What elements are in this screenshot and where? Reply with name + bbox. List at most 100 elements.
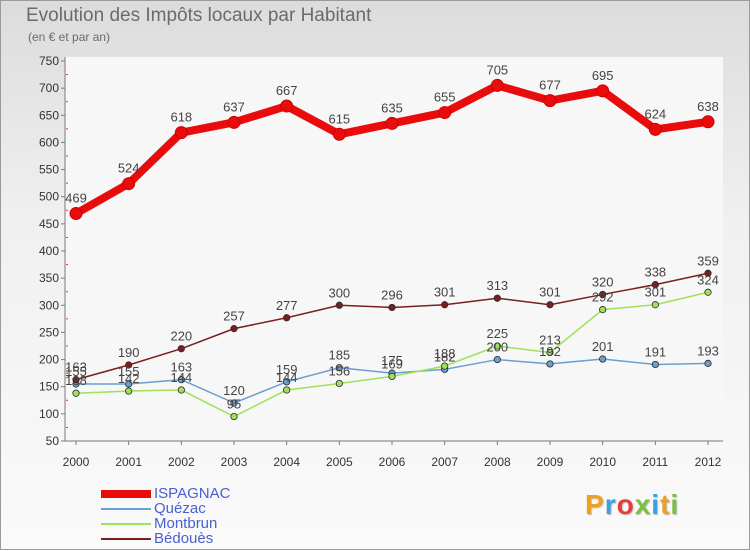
x-tick-label: 2012: [695, 455, 722, 469]
brand-letter: r: [604, 489, 617, 520]
data-point-bedoues: [493, 294, 501, 302]
legend-label: Quézac: [154, 500, 206, 517]
data-point-quezac: [599, 355, 607, 363]
data-label-quezac: 193: [697, 343, 719, 358]
data-label-montbrun: 156: [328, 363, 350, 378]
legend-swatch: [101, 538, 151, 540]
data-label-ispagnac: 524: [118, 161, 140, 176]
data-label-ispagnac: 638: [697, 99, 719, 114]
data-label-quezac: 120: [223, 383, 245, 398]
y-tick-label: 250: [39, 325, 59, 339]
data-point-bedoues: [388, 303, 396, 312]
data-label-bedoues: 257: [223, 309, 245, 324]
data-label-montbrun: 225: [486, 326, 508, 341]
data-label-bedoues: 300: [328, 285, 350, 300]
data-point-ispagnac: [332, 127, 346, 141]
data-point-quezac: [230, 399, 238, 407]
data-label-ispagnac: 637: [223, 99, 245, 114]
x-tick-label: 2008: [484, 455, 511, 469]
y-tick-label: 550: [39, 163, 59, 177]
data-label-bedoues: 301: [539, 285, 561, 300]
x-tick-label: 2006: [379, 455, 406, 469]
x-tick-label: 2002: [168, 455, 195, 469]
data-label-quezac: 182: [434, 349, 456, 364]
data-label-quezac: 155: [65, 364, 87, 379]
data-point-ispagnac: [122, 177, 136, 191]
data-label-ispagnac: 655: [434, 90, 456, 105]
data-label-montbrun: 138: [65, 373, 87, 388]
x-tick-label: 2007: [431, 455, 458, 469]
data-label-ispagnac: 677: [539, 78, 561, 93]
brand-letter: P: [585, 489, 605, 520]
data-point-bedoues: [546, 301, 554, 309]
data-label-quezac: 155: [118, 364, 140, 379]
y-tick-label: 400: [39, 244, 59, 258]
data-point-ispagnac: [174, 126, 188, 140]
data-label-ispagnac: 635: [381, 100, 403, 115]
x-tick-label: 2000: [63, 455, 90, 469]
y-tick-label: 750: [39, 54, 59, 68]
data-point-bedoues: [125, 361, 133, 369]
data-label-montbrun: 292: [592, 290, 614, 305]
legend-item-quezac: Quézac: [101, 500, 321, 517]
chart-legend: ISPAGNAC Quézac Montbrun Bédouès: [101, 485, 321, 547]
data-label-bedoues: 359: [697, 253, 719, 268]
proxiti-logo: Proxiti: [585, 489, 679, 521]
data-point-bedoues: [651, 281, 659, 289]
data-point-quezac: [125, 380, 133, 388]
data-point-bedoues: [704, 269, 712, 277]
data-point-bedoues: [599, 290, 607, 299]
y-tick-label: 700: [39, 81, 59, 95]
data-label-ispagnac: 667: [276, 83, 298, 98]
x-tick-label: 2010: [589, 455, 616, 469]
y-tick-label: 100: [39, 407, 59, 421]
data-label-ispagnac: 695: [592, 68, 614, 83]
x-tick-label: 2004: [273, 455, 300, 469]
data-point-montbrun: [651, 301, 659, 309]
y-tick-label: 650: [39, 108, 59, 122]
brand-letter: t: [660, 489, 671, 520]
data-label-ispagnac: 615: [328, 111, 350, 126]
legend-label: Bédouès: [154, 530, 214, 547]
brand-letter: o: [616, 489, 635, 520]
x-tick-label: 2001: [115, 455, 142, 469]
data-point-montbrun: [177, 386, 185, 394]
chart-subtitle: (en € et par an): [28, 30, 111, 44]
data-point-montbrun: [230, 412, 238, 421]
data-point-quezac: [335, 364, 343, 372]
data-label-bedoues: 301: [434, 285, 456, 300]
data-label-montbrun: 301: [644, 285, 666, 300]
data-point-quezac: [493, 355, 501, 364]
data-label-quezac: 191: [644, 344, 666, 359]
data-point-bedoues: [283, 314, 291, 322]
legend-item-ispagnac: ISPAGNAC: [101, 485, 321, 502]
data-point-ispagnac: [438, 106, 452, 120]
data-label-montbrun: 324: [697, 272, 719, 287]
data-point-montbrun: [704, 288, 712, 296]
legend-swatch: [101, 490, 151, 498]
data-point-bedoues: [177, 345, 185, 353]
legend-label: ISPAGNAC: [154, 485, 231, 502]
data-label-quezac: 185: [328, 348, 350, 363]
x-tick-label: 2003: [221, 455, 248, 469]
data-point-montbrun: [283, 386, 291, 394]
data-label-montbrun: 144: [276, 370, 298, 385]
data-label-montbrun: 142: [118, 371, 140, 386]
data-label-quezac: 201: [592, 339, 614, 354]
data-label-bedoues: 277: [276, 298, 298, 313]
data-point-montbrun: [335, 379, 343, 388]
data-label-bedoues: 320: [592, 274, 614, 289]
data-point-quezac: [704, 359, 712, 367]
data-point-ispagnac: [701, 115, 715, 129]
legend-label: Montbrun: [154, 515, 218, 532]
data-point-bedoues: [335, 301, 343, 309]
data-label-bedoues: 220: [170, 329, 192, 344]
data-label-montbrun: 169: [381, 356, 403, 371]
data-label-bedoues: 296: [381, 287, 403, 302]
data-label-quezac: 163: [170, 360, 192, 375]
x-tick-label: 2009: [537, 455, 564, 469]
data-label-bedoues: 313: [486, 278, 508, 293]
x-tick-label: 2005: [326, 455, 353, 469]
